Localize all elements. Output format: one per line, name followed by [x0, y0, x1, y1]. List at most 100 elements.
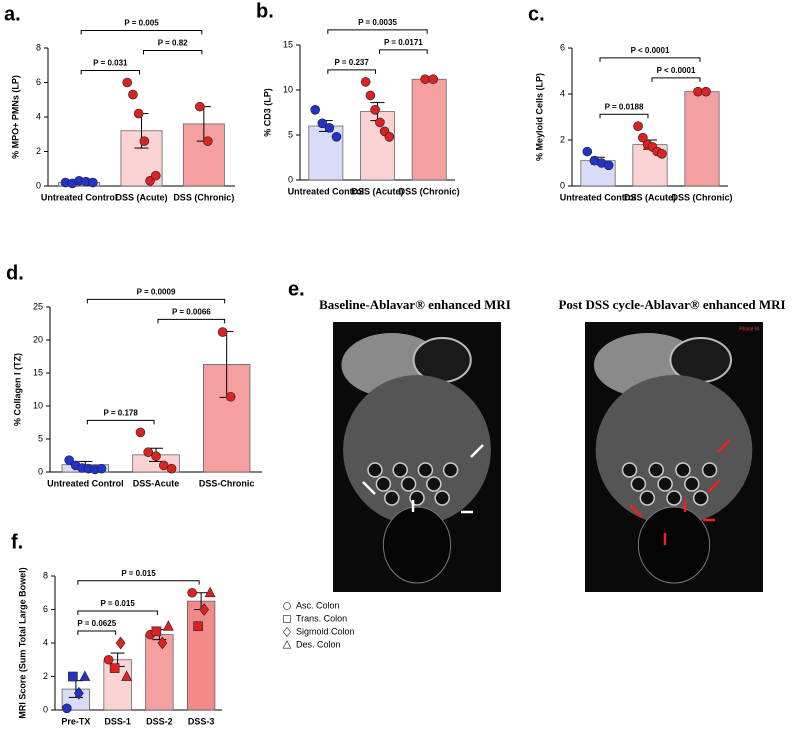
comparison-bracket: [86, 298, 226, 304]
data-point: [151, 451, 161, 461]
data-point: [638, 132, 648, 143]
bar: [411, 78, 447, 181]
comparison-label: P < 0.0001: [657, 66, 696, 75]
bowel-loop: [434, 490, 450, 506]
comparison-bracket: [77, 580, 200, 585]
x-tick-label: DSS-3: [188, 716, 215, 726]
data-point: [115, 636, 126, 650]
y-tick-label: 0: [43, 704, 48, 714]
bowel-loop: [675, 462, 691, 478]
bowel-loop: [666, 490, 682, 506]
comparison-label: P < 0.0001: [631, 46, 670, 55]
y-tick-label: 8: [43, 570, 48, 580]
x-tick-label: DSS-Chronic: [199, 478, 255, 488]
data-point: [324, 123, 335, 133]
data-point: [64, 455, 74, 465]
arrow: [629, 504, 643, 518]
bowel-loop: [442, 462, 459, 478]
data-point: [88, 177, 98, 188]
comparison-bracket: [86, 419, 155, 425]
panel-letter: c.: [528, 3, 545, 25]
data-point: [68, 671, 78, 682]
y-tick-label: 8: [36, 42, 41, 52]
data-point: [122, 77, 133, 88]
bowel-loop: [684, 476, 700, 492]
comparison-label: P = 0.015: [121, 569, 156, 578]
panel-letter: f.: [11, 531, 23, 553]
data-point: [135, 427, 146, 438]
x-tick-label: Pre-TX: [61, 716, 90, 726]
legend-marker: [283, 615, 291, 623]
panel-letter: e.: [288, 278, 305, 300]
bladder: [382, 506, 452, 584]
data-point: [73, 686, 84, 700]
data-point: [139, 136, 150, 146]
mri-image: [333, 322, 501, 592]
x-tick-label: DSS-2: [146, 716, 173, 726]
data-point: [633, 121, 643, 131]
legend-marker: [283, 602, 291, 610]
bowel-loop: [392, 462, 408, 478]
data-point: [199, 603, 210, 616]
data-point: [375, 117, 385, 128]
y-tick-label: 4: [43, 637, 48, 647]
comparison-bracket: [599, 57, 701, 62]
legend-label: Trans. Colon: [296, 613, 347, 623]
comparison-label: P = 0.005: [124, 19, 159, 28]
image-title: Baseline-Ablavar® enhanced MRI: [319, 297, 511, 312]
x-tick-label: Untreated Control: [47, 478, 124, 488]
comparison-label: P = 0.178: [104, 409, 139, 418]
bowel-loop: [621, 462, 638, 478]
data-point: [133, 108, 144, 119]
data-point: [103, 654, 114, 665]
y-tick-label: 25: [33, 301, 43, 311]
bar: [145, 634, 174, 711]
bowel-loop: [426, 476, 442, 492]
y-tick-label: 2: [36, 146, 41, 156]
comparison-label: P = 0.0066: [172, 308, 211, 317]
bowel-loop: [639, 490, 656, 506]
y-axis-label: MRI Score (Sum Total Large Bowel): [17, 567, 27, 718]
x-tick-label: DSS (Chronic): [671, 192, 732, 202]
y-tick-label: 0: [560, 180, 565, 190]
comparison-bracket: [157, 318, 226, 324]
x-tick-label: DSS-1: [104, 716, 131, 726]
arrow: [470, 444, 484, 458]
data-point: [365, 90, 376, 101]
arrow: [707, 479, 721, 493]
comparison-bracket: [599, 113, 649, 119]
y-axis-label: % Meyloid Cells (LP): [534, 73, 544, 161]
x-tick-label: DSS (Acute): [351, 186, 403, 196]
data-point: [166, 463, 177, 474]
data-point: [162, 620, 174, 631]
data-point: [109, 663, 120, 673]
x-tick-label: DSS (Acute): [115, 192, 167, 202]
y-tick-label: 10: [283, 84, 293, 94]
x-tick-label: DSS (Chronic): [399, 186, 460, 196]
panel-letter: a.: [4, 3, 21, 25]
comparison-label: P = 0.237: [335, 58, 370, 67]
data-point: [121, 670, 133, 681]
data-point: [203, 136, 213, 146]
y-tick-label: 5: [288, 129, 293, 139]
bowel-loop: [417, 462, 434, 478]
overlay-text: Phase M: [739, 326, 759, 332]
y-axis-label: % CD3 (LP): [262, 88, 272, 137]
bowel-loop: [692, 490, 709, 506]
y-tick-label: 15: [283, 39, 293, 49]
comparison-bracket: [327, 69, 376, 74]
arrow: [717, 439, 731, 453]
data-point: [150, 170, 161, 181]
bar: [684, 91, 720, 187]
x-tick-label: Untreated Control: [41, 192, 118, 202]
y-tick-label: 2: [43, 671, 48, 681]
data-point: [157, 636, 168, 650]
comparison-bracket: [77, 630, 117, 635]
data-point: [143, 447, 154, 458]
comparison-bracket: [143, 50, 203, 55]
comparison-label: P = 0.031: [93, 59, 128, 68]
comparison-bracket: [379, 49, 428, 54]
y-tick-label: 0: [38, 466, 43, 476]
x-tick-label: DSS-Acute: [133, 478, 180, 488]
